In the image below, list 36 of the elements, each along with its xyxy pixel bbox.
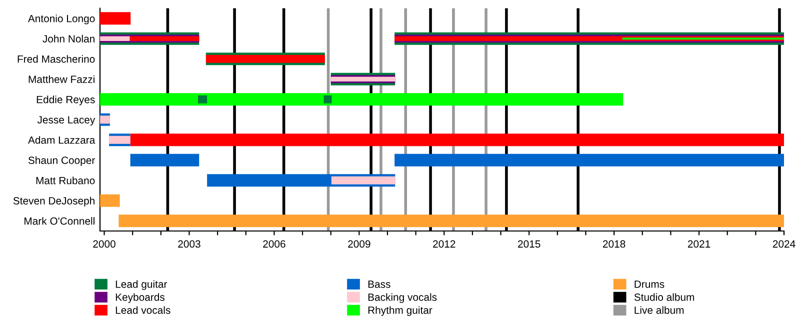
legend-label: Keyboards [116, 293, 165, 303]
bar [100, 194, 120, 207]
legend-label: Live album [634, 306, 684, 314]
y-tick-label: Matthew Fazzi [28, 75, 94, 83]
legend-label: Lead guitar [116, 280, 168, 290]
y-tick-label: Antonio Longo [28, 14, 95, 24]
x-tick-label: 2021 [688, 240, 710, 248]
y-tick-label: Matt Rubano [36, 176, 95, 184]
bar [394, 154, 784, 166]
y-tick-label: John Nolan [42, 34, 94, 42]
legend-label: Drums [634, 280, 664, 288]
x-tick-label: 2003 [178, 240, 200, 248]
y-tick-label: Shaun Cooper [28, 156, 95, 166]
legend-label: Rhythm guitar [368, 306, 432, 316]
y-tick-label: Mark O'Connell [24, 217, 94, 225]
legend-label: Bass [368, 280, 390, 288]
y-tick-label: Adam Lazzara [28, 136, 96, 144]
x-tick-label: 2018 [603, 240, 626, 248]
x-tick-label: 2024 [772, 240, 796, 248]
bar [109, 136, 130, 144]
y-tick-label: Eddie Reyes [36, 96, 95, 106]
x-tick-label: 2015 [518, 240, 540, 248]
x-tick-label: 2006 [263, 240, 286, 248]
bar [130, 154, 200, 166]
x-tick-label: 2000 [93, 240, 116, 248]
x-tick-label: 2012 [433, 240, 456, 248]
bar [118, 214, 784, 228]
y-tick-label: Steven DeJoseph [13, 196, 94, 207]
legend-label: Lead vocals [116, 306, 170, 314]
bar [100, 116, 110, 124]
legend-label: Studio album [634, 293, 694, 301]
legend-label: Backing vocals [368, 293, 437, 303]
y-tick-label: Fred Mascherino [18, 55, 95, 63]
x-tick-label: 2009 [348, 240, 370, 248]
y-tick-label: Jesse Lacey [37, 116, 96, 126]
bar [331, 176, 396, 184]
